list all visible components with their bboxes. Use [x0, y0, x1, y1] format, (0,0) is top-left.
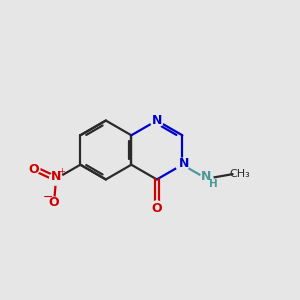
Circle shape	[150, 201, 163, 214]
Circle shape	[176, 158, 189, 171]
Text: +: +	[58, 167, 65, 176]
Circle shape	[150, 114, 163, 127]
Text: O: O	[49, 196, 59, 209]
Text: O: O	[28, 163, 39, 176]
Text: O: O	[152, 202, 162, 215]
Circle shape	[47, 197, 60, 210]
Text: N: N	[201, 170, 212, 183]
Circle shape	[200, 172, 213, 185]
Text: N: N	[178, 157, 189, 170]
Text: N: N	[152, 114, 162, 127]
Text: N: N	[51, 170, 61, 183]
Text: H: H	[209, 179, 218, 189]
Circle shape	[27, 162, 40, 175]
Text: CH₃: CH₃	[230, 169, 250, 179]
Text: −: −	[43, 191, 53, 204]
Circle shape	[50, 172, 63, 185]
